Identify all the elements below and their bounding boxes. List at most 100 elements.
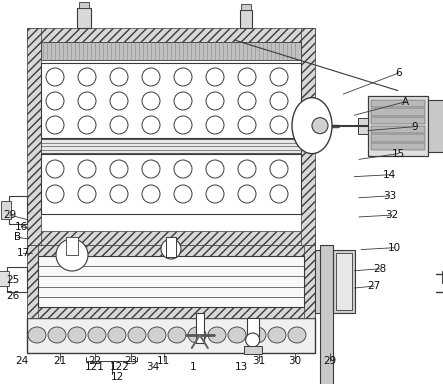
Circle shape: [238, 160, 256, 178]
Text: 25: 25: [6, 275, 19, 285]
Circle shape: [46, 185, 64, 203]
Text: 9: 9: [411, 122, 417, 132]
Bar: [166, 237, 176, 257]
Circle shape: [270, 92, 288, 110]
Bar: [0, 271, 9, 286]
Circle shape: [110, 185, 128, 203]
Bar: [9, 196, 27, 224]
Bar: [1, 201, 11, 219]
Circle shape: [238, 68, 256, 86]
Bar: [315, 250, 327, 313]
Text: 31: 31: [253, 356, 266, 366]
Circle shape: [142, 92, 160, 110]
Circle shape: [78, 116, 96, 134]
Bar: [371, 100, 425, 107]
Circle shape: [110, 68, 128, 86]
Text: 33: 33: [383, 191, 396, 201]
Text: 121: 121: [85, 362, 105, 372]
Bar: [41, 139, 301, 153]
Bar: [38, 256, 304, 307]
Circle shape: [78, 185, 96, 203]
Bar: [7, 267, 27, 292]
Circle shape: [270, 160, 288, 178]
Bar: [240, 10, 252, 28]
Circle shape: [174, 160, 192, 178]
Ellipse shape: [128, 327, 146, 343]
Ellipse shape: [312, 118, 328, 134]
Circle shape: [56, 239, 88, 271]
Text: A: A: [402, 97, 409, 107]
Bar: [77, 8, 91, 28]
Circle shape: [46, 116, 64, 134]
Bar: [371, 143, 425, 151]
Text: 32: 32: [385, 210, 399, 220]
Text: B: B: [14, 232, 21, 242]
Bar: [368, 96, 428, 156]
Bar: [196, 313, 204, 343]
Circle shape: [270, 68, 288, 86]
Circle shape: [110, 160, 128, 178]
Text: 12: 12: [111, 372, 124, 382]
Bar: [333, 250, 355, 313]
Circle shape: [161, 239, 181, 259]
Bar: [247, 318, 259, 336]
Ellipse shape: [148, 327, 166, 343]
Bar: [320, 245, 333, 384]
Bar: [442, 271, 443, 283]
Bar: [371, 108, 425, 116]
Bar: [241, 4, 251, 10]
Circle shape: [110, 92, 128, 110]
Text: 29: 29: [323, 356, 337, 366]
Ellipse shape: [292, 98, 332, 154]
Circle shape: [238, 185, 256, 203]
Text: 11: 11: [157, 356, 171, 366]
Text: 26: 26: [7, 291, 20, 301]
Text: 13: 13: [235, 362, 248, 372]
Circle shape: [270, 185, 288, 203]
Ellipse shape: [245, 333, 260, 347]
Bar: [371, 117, 425, 124]
Bar: [27, 318, 315, 353]
Circle shape: [142, 185, 160, 203]
Circle shape: [206, 160, 224, 178]
Bar: [41, 154, 301, 214]
Ellipse shape: [208, 327, 226, 343]
Circle shape: [206, 92, 224, 110]
Circle shape: [238, 92, 256, 110]
Text: 24: 24: [16, 356, 29, 366]
Text: 6: 6: [396, 68, 402, 78]
Ellipse shape: [228, 327, 246, 343]
Circle shape: [206, 116, 224, 134]
Circle shape: [46, 68, 64, 86]
Circle shape: [78, 92, 96, 110]
Text: 22: 22: [89, 356, 102, 366]
Text: 1: 1: [190, 362, 196, 372]
Ellipse shape: [268, 327, 286, 343]
Bar: [27, 28, 315, 42]
Circle shape: [174, 185, 192, 203]
Ellipse shape: [88, 327, 106, 343]
Circle shape: [46, 92, 64, 110]
Bar: [66, 237, 78, 255]
Circle shape: [78, 160, 96, 178]
Circle shape: [142, 116, 160, 134]
Bar: [27, 245, 315, 256]
Text: 29: 29: [3, 210, 16, 220]
Bar: [301, 28, 315, 245]
Bar: [27, 307, 315, 318]
Circle shape: [174, 68, 192, 86]
Circle shape: [206, 68, 224, 86]
Bar: [244, 346, 262, 354]
Text: 23: 23: [124, 356, 137, 366]
Circle shape: [142, 68, 160, 86]
Circle shape: [142, 160, 160, 178]
Bar: [371, 126, 425, 133]
Bar: [27, 231, 315, 245]
Circle shape: [174, 92, 192, 110]
Text: 27: 27: [368, 281, 381, 291]
Bar: [304, 245, 315, 318]
Text: 21: 21: [53, 356, 66, 366]
Bar: [428, 100, 443, 152]
Text: 34: 34: [146, 362, 159, 372]
Circle shape: [46, 160, 64, 178]
